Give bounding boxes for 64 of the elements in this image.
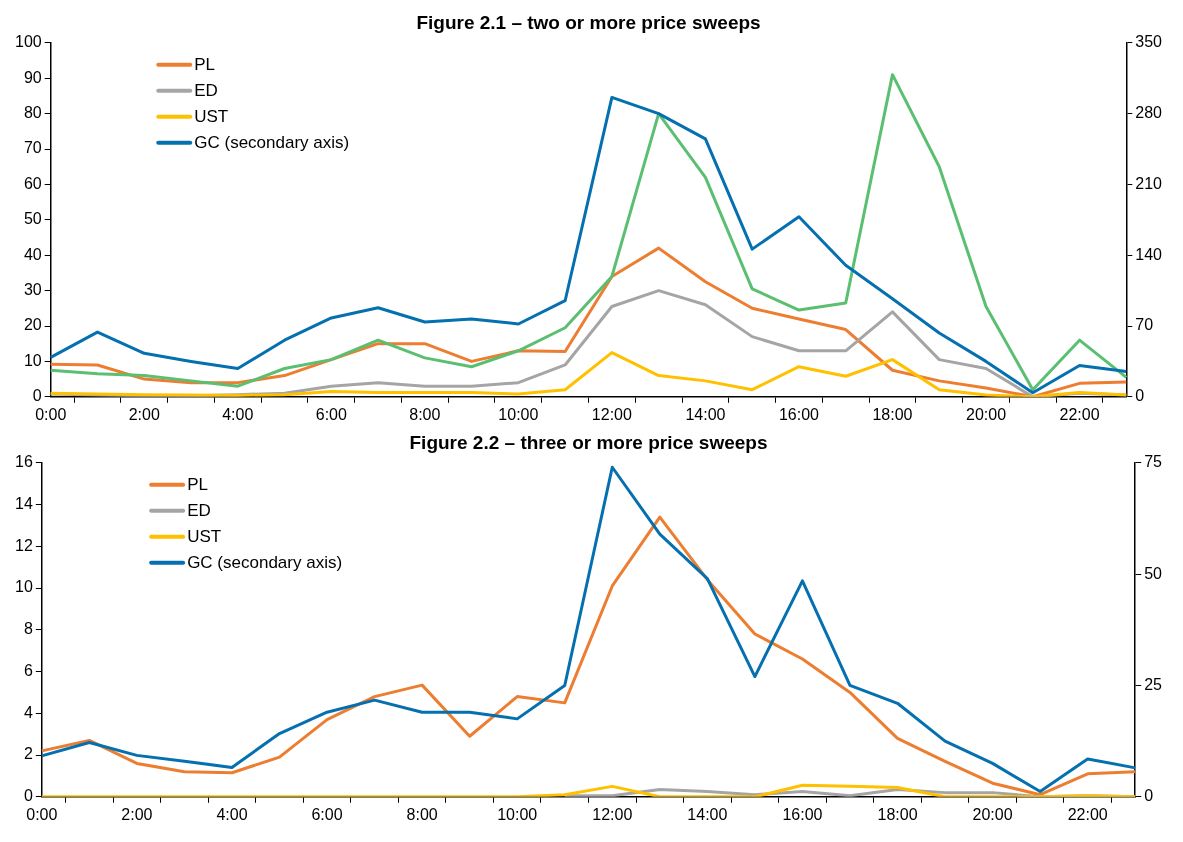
x-tick-label: 0:00: [35, 405, 67, 423]
chart-title: Figure 2.1 – two or more price sweeps: [416, 11, 761, 33]
legend-label: GC (secondary axis): [194, 133, 350, 153]
x-tick-label: 12:00: [592, 805, 633, 823]
y2-tick-label: 50: [1144, 564, 1163, 582]
x-tick-label: 2:00: [128, 405, 160, 423]
x-tick-label: 20:00: [965, 405, 1007, 423]
legend-label: UST: [194, 107, 229, 127]
legend-label: UST: [187, 527, 222, 547]
y-tick-label: 0: [32, 387, 42, 405]
chart-title: Figure 2.2 – three or more price sweeps: [409, 431, 768, 453]
y-tick-label: 10: [23, 351, 42, 369]
x-tick-label: 10:00: [497, 805, 538, 823]
y-tick-label: 60: [23, 174, 42, 192]
x-tick-label: 22:00: [1067, 805, 1108, 823]
x-tick-label: 6:00: [315, 405, 347, 423]
y-tick-label: 90: [23, 68, 42, 86]
legend-label: PL: [187, 475, 208, 495]
x-tick-label: 14:00: [685, 405, 726, 423]
y-tick-label: 80: [23, 104, 42, 122]
y-tick-label: 14: [15, 494, 33, 512]
y2-tick-label: 0: [1144, 787, 1154, 805]
x-tick-label: 18:00: [872, 405, 913, 423]
y-tick-label: 8: [23, 620, 33, 638]
legend-label: ED: [194, 81, 218, 101]
y2-tick-label: 25: [1144, 675, 1163, 693]
x-tick-label: 0:00: [26, 805, 58, 823]
x-tick-label: 8:00: [409, 405, 441, 423]
y2-tick-label: 70: [1135, 316, 1154, 334]
x-tick-label: 20:00: [972, 805, 1013, 823]
y2-tick-label: 280: [1135, 104, 1163, 122]
x-tick-label: 18:00: [877, 805, 918, 823]
x-tick-label: 4:00: [216, 805, 248, 823]
x-tick-label: 8:00: [406, 805, 438, 823]
x-tick-label: 2:00: [121, 805, 153, 823]
y-tick-label: 16: [15, 453, 33, 471]
y-tick-label: 2: [23, 745, 33, 763]
y-tick-label: 40: [23, 245, 42, 263]
x-tick-label: 12:00: [591, 405, 632, 423]
y-tick-label: 4: [23, 703, 33, 721]
y2-tick-label: 140: [1135, 245, 1163, 263]
y-tick-label: 0: [23, 787, 33, 805]
x-tick-label: 14:00: [687, 805, 728, 823]
y-tick-label: 70: [23, 139, 42, 157]
y2-tick-label: 210: [1135, 174, 1163, 192]
y-tick-label: 6: [23, 661, 33, 679]
x-tick-label: 10:00: [498, 405, 539, 423]
y2-tick-label: 350: [1135, 33, 1163, 51]
y-tick-label: 10: [15, 578, 33, 596]
y-tick-label: 12: [15, 536, 33, 554]
y-tick-label: 20: [23, 316, 42, 334]
y2-tick-label: 75: [1144, 453, 1163, 471]
legend-label: GC (secondary axis): [187, 553, 343, 573]
x-tick-label: 4:00: [222, 405, 254, 423]
x-tick-label: 22:00: [1059, 405, 1100, 423]
y-tick-label: 30: [23, 281, 42, 299]
y2-tick-label: 0: [1135, 387, 1145, 405]
y-tick-label: 100: [14, 33, 42, 51]
x-tick-label: 6:00: [311, 805, 343, 823]
y-tick-label: 50: [23, 210, 42, 228]
x-tick-label: 16:00: [782, 805, 823, 823]
legend-label: ED: [187, 501, 211, 521]
x-tick-label: 16:00: [778, 405, 820, 423]
legend-label: PL: [194, 55, 216, 75]
